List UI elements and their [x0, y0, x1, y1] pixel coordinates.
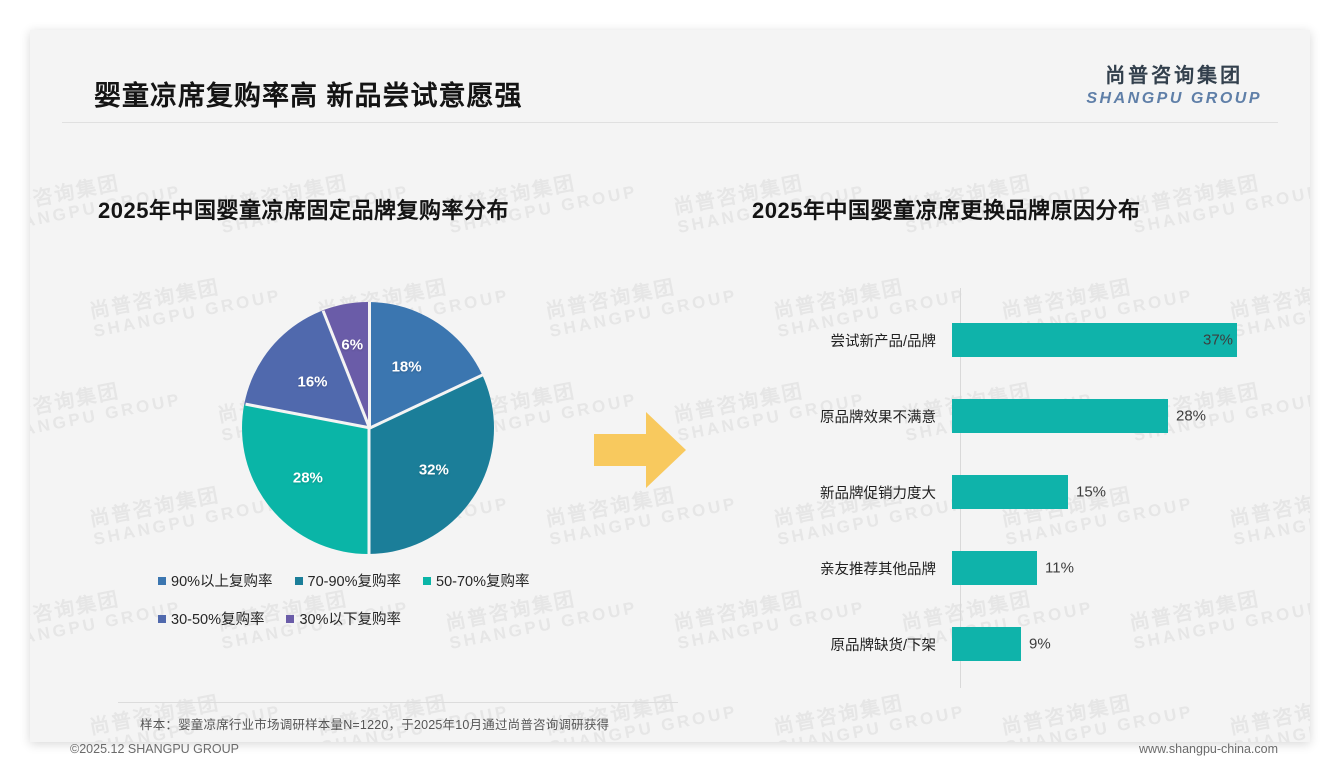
slide-header: 婴童凉席复购率高 新品尝试意愿强 尚普咨询集团 SHANGPU GROUP: [30, 30, 1310, 122]
bar-track: 28%: [952, 394, 1272, 438]
brand-logo: 尚普咨询集团 SHANGPU GROUP: [1086, 64, 1262, 108]
legend-label: 50-70%复购率: [436, 574, 530, 590]
bar-chart-row: 新品牌促销力度大 15%: [752, 470, 1272, 514]
legend-swatch: [294, 576, 303, 585]
bar-track: 11%: [952, 546, 1272, 590]
pie-slice-label: 28%: [292, 469, 323, 487]
footnote-divider: [118, 702, 678, 703]
bar-value-label: 11%: [1045, 559, 1074, 577]
legend-item[interactable]: 70-90%复购率: [294, 570, 402, 591]
bar-fill[interactable]: [952, 399, 1168, 433]
bar-category-label: 原品牌缺货/下架: [830, 637, 936, 654]
legend-label: 30-50%复购率: [171, 612, 265, 628]
bar-value-label: 15%: [1076, 483, 1107, 501]
pie-slice-label: 18%: [391, 358, 422, 376]
bar-category-label: 新品牌促销力度大: [820, 485, 936, 502]
pie-slice-label: 32%: [418, 461, 449, 479]
pie-slice-separator: [368, 428, 371, 554]
page-title: 婴童凉席复购率高 新品尝试意愿强: [94, 81, 523, 111]
copyright-text: ©2025.12 SHANGPU GROUP: [70, 742, 239, 756]
slide-card: 尚普咨询集团 SHANGPU GROUP 尚普咨询集团 SHANGPU GROUP 尚普…: [30, 30, 1310, 742]
bar-track: 15%: [952, 470, 1272, 514]
legend-row: 90%以上复购率 70-90%复购率 50-70%复购率: [158, 570, 598, 591]
legend-swatch: [158, 576, 166, 585]
bar-fill[interactable]: [952, 551, 1037, 585]
brand-logo-cn: 尚普咨询集团: [1105, 65, 1244, 87]
bar-fill[interactable]: [952, 475, 1068, 509]
bar-value-label: 28%: [1176, 407, 1207, 425]
legend-swatch: [423, 576, 432, 585]
bar-value-label: 9%: [1029, 635, 1051, 653]
brand-logo-en: SHANGPU GROUP: [1086, 90, 1262, 107]
pie-slice-separator: [321, 310, 371, 429]
right-arrow-icon: [592, 408, 688, 497]
bar-chart-row: 尝试新产品/品牌 37%: [752, 318, 1272, 362]
pie-chart-legend: 90%以上复购率 70-90%复购率 50-70%复购率 30-50%复购率 30%以下…: [158, 570, 598, 646]
pie-slice-separator: [368, 373, 484, 430]
bar-chart: 尝试新产品/品牌 37% 原品牌效果不满意 28% 新品牌促销力度大 15% 亲友推荐其他品…: [752, 288, 1272, 688]
pie-chart: [242, 302, 494, 554]
legend-label: 30%以下复购率: [299, 612, 402, 628]
bar-fill[interactable]: [952, 627, 1021, 661]
pie-slice-separator: [368, 302, 371, 428]
page-footer: ©2025.12 SHANGPU GROUP www.shangpu-china…: [30, 742, 1310, 780]
bar-value-label: 37%: [1203, 331, 1234, 349]
legend-label: 90%以上复购率: [171, 574, 273, 590]
legend-row: 30-50%复购率 30%以下复购率: [158, 608, 598, 629]
bar-fill[interactable]: [952, 323, 1237, 357]
legend-label: 70-90%复购率: [307, 574, 402, 590]
legend-item[interactable]: 30-50%复购率: [158, 608, 264, 629]
bar-track: 9%: [952, 622, 1272, 666]
bar-category-label: 原品牌效果不满意: [820, 409, 936, 426]
bar-chart-title: 2025年中国婴童凉席更换品牌原因分布: [752, 198, 1141, 223]
pie-chart-title: 2025年中国婴童凉席固定品牌复购率分布: [98, 198, 509, 223]
legend-item[interactable]: 90%以上复购率: [158, 570, 273, 591]
legend-item[interactable]: 50-70%复购率: [423, 570, 530, 591]
legend-item[interactable]: 30%以下复购率: [286, 608, 401, 629]
bar-category-label: 亲友推荐其他品牌: [820, 561, 936, 578]
bar-chart-row: 原品牌缺货/下架 9%: [752, 622, 1272, 666]
footnote-text: 样本：婴童凉席行业市场调研样本量N=1220，于2025年10月通过尚普咨询调研…: [140, 718, 610, 732]
website-text[interactable]: www.shangpu-china.com: [1139, 742, 1278, 756]
pie-slice-separator: [245, 403, 370, 430]
bar-chart-row: 原品牌效果不满意 28%: [752, 394, 1272, 438]
header-divider: [62, 122, 1278, 123]
bar-chart-row: 亲友推荐其他品牌 11%: [752, 546, 1272, 590]
pie-slice-label: 6%: [341, 336, 364, 354]
bar-category-label: 尝试新产品/品牌: [830, 333, 936, 350]
pie-slice-label: 16%: [297, 373, 328, 391]
legend-swatch: [158, 614, 166, 623]
legend-swatch: [286, 614, 295, 623]
bar-track: 37%: [952, 318, 1272, 362]
